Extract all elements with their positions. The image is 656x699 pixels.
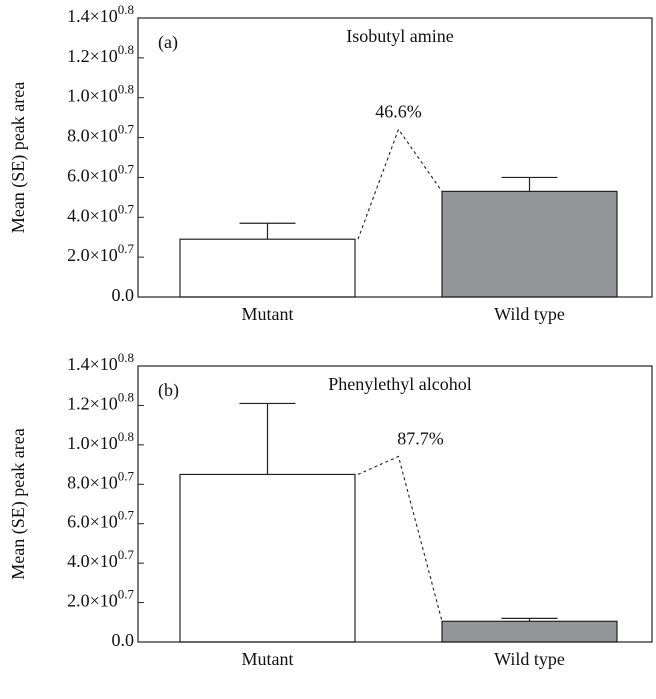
y-tick-label: 0.0 bbox=[112, 630, 135, 650]
annotation-connector bbox=[357, 455, 443, 622]
y-tick-label: 0.0 bbox=[112, 285, 135, 305]
bar bbox=[441, 190, 618, 298]
y-tick-label: 2.0×100.7 bbox=[67, 587, 134, 611]
chart-title: Isobutyl amine bbox=[346, 26, 453, 46]
bar bbox=[441, 620, 618, 643]
panel-label: (a) bbox=[158, 32, 178, 53]
x-tick-label: Mutant bbox=[242, 649, 294, 669]
bar bbox=[179, 473, 356, 643]
panel-label: (b) bbox=[158, 380, 179, 401]
plot-frame bbox=[137, 365, 653, 643]
y-tick-label: 1.0×100.8 bbox=[67, 429, 134, 453]
annotation: 46.6% bbox=[375, 102, 422, 122]
plot-frame bbox=[137, 17, 653, 298]
chart-title: Phenylethyl alcohol bbox=[328, 374, 471, 394]
y-tick-label: 4.0×100.7 bbox=[67, 547, 134, 571]
y-tick-label: 8.0×100.7 bbox=[67, 122, 134, 146]
y-axis-label: Mean (SE) peak area bbox=[8, 428, 29, 579]
y-tick-label: 1.4×100.8 bbox=[67, 2, 134, 26]
bar bbox=[179, 238, 356, 298]
y-tick-label: 2.0×100.7 bbox=[67, 241, 134, 265]
y-axis-label: Mean (SE) peak area bbox=[8, 82, 29, 233]
y-tick-label: 1.4×100.8 bbox=[67, 350, 134, 374]
annotation: 87.7% bbox=[397, 429, 444, 449]
y-tick-label: 1.2×100.8 bbox=[67, 389, 134, 413]
y-tick-label: 8.0×100.7 bbox=[67, 468, 134, 492]
y-tick-label: 1.2×100.8 bbox=[67, 42, 134, 66]
y-tick-label: 6.0×100.7 bbox=[67, 508, 134, 532]
y-tick-label: 6.0×100.7 bbox=[67, 161, 134, 185]
x-tick-label: Wild type bbox=[494, 304, 565, 324]
y-tick-label: 1.0×100.8 bbox=[67, 82, 134, 106]
y-tick-label: 4.0×100.7 bbox=[67, 201, 134, 225]
x-tick-label: Mutant bbox=[242, 304, 294, 324]
annotation-connector bbox=[357, 128, 443, 240]
x-tick-label: Wild type bbox=[494, 649, 565, 669]
